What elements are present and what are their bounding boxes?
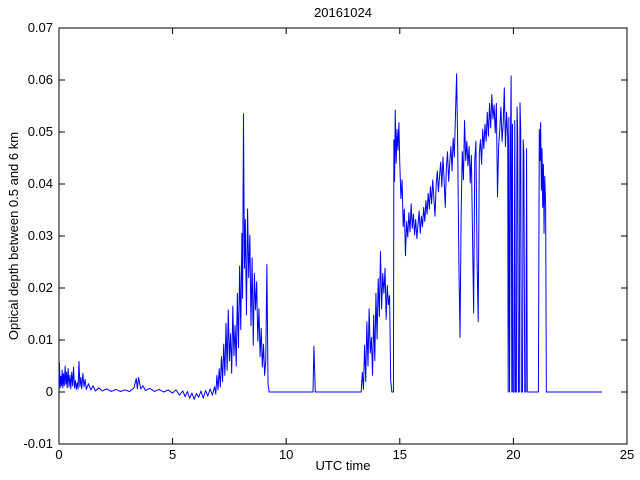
x-tick-label: 25 xyxy=(620,447,634,462)
y-tick-label: 0.07 xyxy=(28,20,53,35)
y-tick-label: 0.03 xyxy=(28,228,53,243)
y-tick-label: 0.06 xyxy=(28,72,53,87)
y-tick-label: 0 xyxy=(46,384,53,399)
y-tick-label: 0.05 xyxy=(28,124,53,139)
axis-tick-labels: 0 5 10 15 20 25-0.0100.010.020.030.040.050.06… xyxy=(23,20,634,462)
chart-title: 20161024 xyxy=(314,5,372,20)
x-tick-label: 20 xyxy=(506,447,520,462)
x-axis-label: UTC time xyxy=(316,458,371,473)
y-tick-label: 0.04 xyxy=(28,176,53,191)
axis-ticks xyxy=(58,27,628,445)
y-axis-label: Optical depth between 0.5 and 6 km xyxy=(6,132,21,340)
y-tick-label: 0.02 xyxy=(28,280,53,295)
y-tick-label: 0.01 xyxy=(28,332,53,347)
plot-border xyxy=(58,27,628,445)
x-tick-label: 15 xyxy=(393,447,407,462)
x-tick-label: 5 xyxy=(169,447,176,462)
y-tick-label: -0.01 xyxy=(23,436,53,451)
data-series-line xyxy=(58,73,603,400)
x-tick-label: 0 xyxy=(55,447,62,462)
x-tick-label: 10 xyxy=(279,447,293,462)
